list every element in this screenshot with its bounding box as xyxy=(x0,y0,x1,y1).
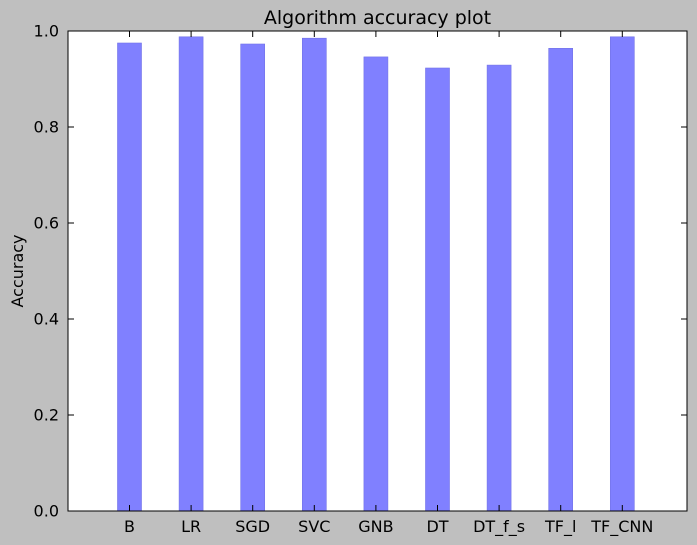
y-tick-label: 0.2 xyxy=(34,406,59,425)
y-tick-label: 0.4 xyxy=(34,310,59,329)
x-tick-label: SVC xyxy=(298,517,330,536)
bar-dt xyxy=(425,67,450,512)
bars-group xyxy=(117,36,635,512)
bar-dt-f-s xyxy=(486,64,512,512)
x-tick-label: SGD xyxy=(235,517,270,536)
y-tick-label: 0.6 xyxy=(34,214,59,233)
y-tick-label: 0.8 xyxy=(34,118,59,137)
x-tick-label: DT xyxy=(426,517,448,536)
y-axis-label: Accuracy xyxy=(8,234,27,307)
x-tick-label: DT_f_s xyxy=(473,517,525,537)
plot-frame xyxy=(67,30,688,512)
x-tick-label: GNB xyxy=(358,517,393,536)
x-tick-label: TF_CNN xyxy=(590,517,653,537)
bar-lr xyxy=(178,36,204,512)
bar-sgd xyxy=(240,43,265,512)
bar-tf-l xyxy=(548,47,574,512)
bar-gnb xyxy=(363,56,389,512)
bar-svc xyxy=(301,37,327,512)
chart-title: Algorithm accuracy plot xyxy=(264,7,491,29)
x-tick-label: TF_l xyxy=(544,517,576,537)
y-tick-label: 1.0 xyxy=(34,22,59,41)
y-tick-label: 0.0 xyxy=(34,502,59,521)
bar-b xyxy=(117,42,142,512)
x-tick-label: B xyxy=(124,517,135,536)
ticks-group: B LR SGD SVC GNB DT DT_f_s TF_l TF_CNN 0.0 0.2 0.4 0… xyxy=(34,22,687,537)
x-tick-label: LR xyxy=(181,517,201,536)
bar-tf-cnn xyxy=(609,36,635,512)
